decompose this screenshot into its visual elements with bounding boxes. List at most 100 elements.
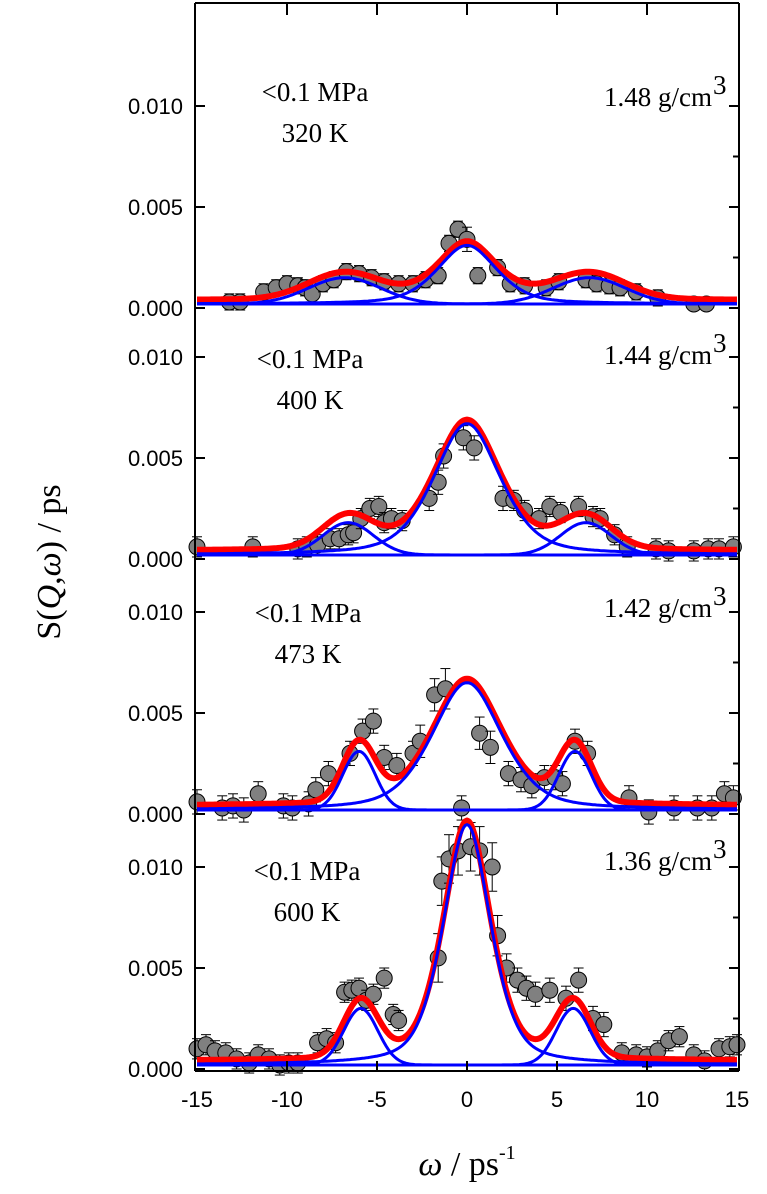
data-point [670,1026,688,1048]
x-tick-label: -5 [367,1087,387,1112]
density-annotation: 1.48 g/cm [604,82,712,112]
total-fit-line [195,416,739,553]
pressure-annotation: <0.1 MPa [255,598,362,628]
data-marker [541,981,559,999]
x-axis-title-symbol: ω [418,1146,442,1183]
y-tick-label: 0.005 [128,701,183,726]
data-marker [454,429,472,447]
temperature-annotation: 400 K [277,385,344,415]
temperature-annotation: 473 K [275,639,342,669]
data-marker [388,757,406,775]
data-marker [364,712,382,730]
data-points [188,822,746,1076]
density-annotation-superscript: 3 [713,328,727,358]
data-point [388,752,406,779]
x-tick-label: 15 [725,1087,749,1112]
x-tick-label: -15 [181,1087,213,1112]
data-point [453,795,471,821]
temperature-annotation: 320 K [282,118,349,148]
central-component-line [196,681,738,811]
right-side-component-line [197,749,737,812]
data-marker [249,785,267,803]
density-annotation: 1.44 g/cm [604,340,712,370]
data-point [375,744,393,771]
y-tick-label: 0.010 [128,345,183,370]
y-axis-title-s: S( [31,609,68,639]
data-point [471,716,489,750]
right-side-component-line [197,521,737,557]
data-point [465,435,483,461]
x-axis-title-unit: / ps [442,1146,499,1183]
y-axis-title-omega: ω [31,552,68,576]
plot-frame: 0.000 0.005 0.010 0.000 0.005 0.010 0.000 0.005… [128,2,740,1082]
total-fit-line [195,817,739,1063]
data-point [364,983,382,1005]
density-annotation: 1.36 g/cm [604,846,712,876]
data-marker [570,971,588,989]
data-points [220,220,715,313]
y-tick-label: 0.010 [128,94,183,119]
total-fit-line [195,238,739,303]
data-points [188,425,742,562]
panel-1: <0.1 MPa 320 K 1.48 g/cm 3 [195,70,739,313]
data-marker [370,497,388,515]
y-tick-label: 0.000 [128,802,183,827]
data-marker [364,985,382,1003]
data-marker [595,1016,613,1034]
data-marker [469,267,487,285]
data-marker [728,1036,746,1054]
pressure-annotation: <0.1 MPa [262,77,369,107]
data-marker [471,724,489,742]
x-tick-label: 10 [635,1087,659,1112]
x-axis: -15 -10 -5 0 5 10 15 [181,3,749,1112]
data-point [454,425,472,451]
density-annotation-superscript: 3 [713,70,727,100]
data-point [364,708,382,734]
temperature-annotation: 600 K [274,897,341,927]
data-point [469,267,487,285]
data-marker [483,858,501,876]
y-tick-label: 0.010 [128,600,183,625]
data-point [553,771,571,797]
data-point [728,1034,746,1056]
y-tick-label: 0.000 [128,547,183,572]
data-marker [481,738,499,756]
y-tick-label: 0.000 [128,1057,183,1082]
panel-4: <0.1 MPa 600 K 1.36 g/cm 3 [188,817,746,1076]
data-marker [375,969,393,987]
data-marker [390,1012,408,1030]
panel-2: <0.1 MPa 400 K 1.44 g/cm 3 [188,328,742,562]
data-point [570,967,588,993]
y-tick-label: 0.005 [128,446,183,471]
x-tick-label: 5 [551,1087,563,1112]
y-axis-title-comma: , [31,576,68,585]
data-point [481,730,499,764]
x-tick-label: -10 [271,1087,303,1112]
panel-3: <0.1 MPa 473 K 1.42 g/cm 3 [188,581,742,825]
x-axis-title-sup: -1 [499,1142,516,1164]
right-side-component-line [197,276,737,306]
data-point [541,977,559,1003]
data-point [375,967,393,989]
x-axis-title: ω / ps-1 [418,1142,515,1183]
y-tick-label: 0.010 [128,855,183,880]
data-marker [526,985,544,1003]
x-tick-label: 0 [461,1087,473,1112]
data-point [390,1009,408,1032]
y-tick-label: 0.005 [128,956,183,981]
density-annotation-superscript: 3 [713,834,727,864]
total-fit-line [195,675,739,808]
data-marker [453,799,471,817]
pressure-annotation: <0.1 MPa [257,344,364,374]
y-tick-label: 0.005 [128,195,183,220]
y-axis-title-q: Q [31,585,68,610]
data-marker [670,1028,688,1046]
density-annotation: 1.42 g/cm [604,593,712,623]
density-annotation-superscript: 3 [713,581,727,611]
y-tick-label: 0.000 [128,296,183,321]
data-point [307,777,325,803]
data-marker [465,439,483,457]
pressure-annotation: <0.1 MPa [254,856,361,886]
y-axis-title: S(Q,ω) / ps [31,484,68,639]
